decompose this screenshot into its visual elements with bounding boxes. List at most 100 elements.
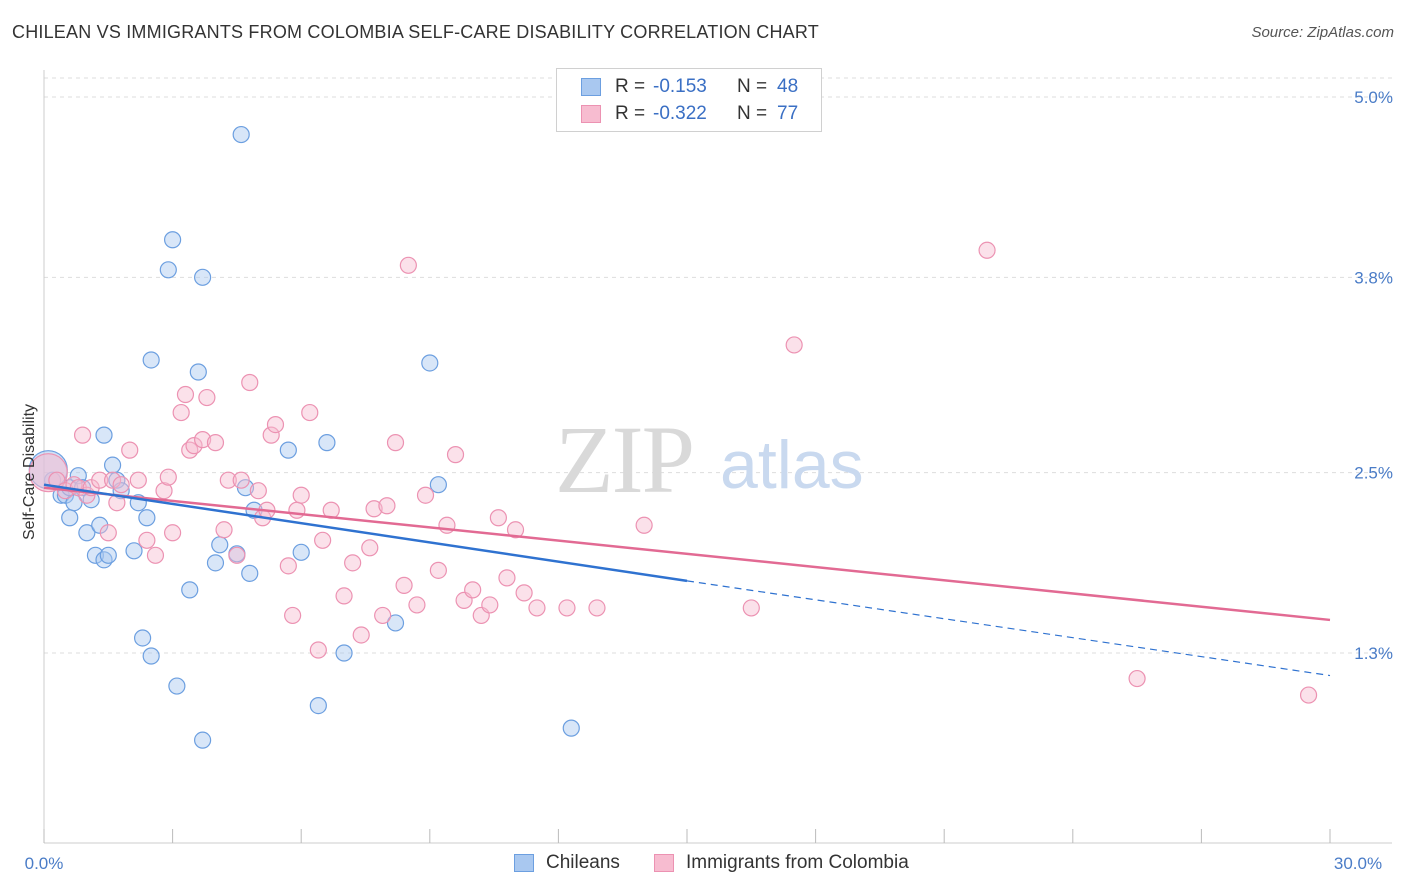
- point-colombia: [335, 587, 353, 605]
- legend-r-value: -0.153: [653, 76, 707, 97]
- point-chilean: [429, 476, 447, 494]
- point-chilean: [194, 731, 212, 749]
- point-colombia: [232, 471, 250, 489]
- point-colombia: [506, 521, 525, 539]
- point-chilean: [86, 546, 105, 564]
- point-colombia: [159, 468, 177, 486]
- y-tick-label: 1.3%: [1354, 644, 1393, 663]
- point-colombia: [498, 569, 516, 587]
- point-chilean: [335, 644, 353, 662]
- point-colombia: [241, 373, 259, 392]
- point-colombia: [228, 546, 246, 564]
- point-colombia: [176, 385, 195, 404]
- point-chilean: [232, 125, 250, 144]
- point-colombia: [1299, 686, 1318, 704]
- x-tick-label-min: 0.0%: [25, 854, 64, 873]
- trend-lines: [43, 483, 1331, 677]
- x-tick-label-max: 30.0%: [1334, 854, 1382, 873]
- legend-swatch-colombia: [581, 105, 601, 123]
- point-chilean: [103, 456, 122, 474]
- point-colombia: [1128, 669, 1146, 688]
- point-colombia: [588, 599, 606, 617]
- point-chilean: [318, 434, 336, 452]
- point-colombia: [266, 415, 285, 434]
- point-chilean: [78, 524, 96, 542]
- point-chilean: [292, 543, 310, 561]
- point-colombia: [91, 471, 109, 489]
- point-colombia: [28, 453, 68, 493]
- point-colombia: [172, 403, 190, 422]
- point-colombia: [399, 256, 417, 274]
- y-tick-label: 2.5%: [1354, 464, 1393, 483]
- point-chilean: [241, 564, 259, 582]
- point-chilean: [95, 426, 113, 444]
- point-chilean: [194, 268, 212, 286]
- point-colombia: [129, 471, 147, 489]
- point-colombia: [262, 426, 280, 444]
- point-colombia: [378, 497, 396, 515]
- point-colombia: [395, 576, 413, 594]
- watermark: ZIP atlas: [555, 406, 864, 513]
- point-colombia: [785, 336, 803, 354]
- point-colombia: [103, 471, 122, 489]
- point-chilean: [61, 509, 79, 527]
- point-colombia: [206, 434, 225, 452]
- trend-line-chileans: [43, 483, 688, 583]
- point-colombia: [284, 606, 302, 625]
- chart-title: CHILEAN VS IMMIGRANTS FROM COLOMBIA SELF…: [12, 22, 819, 42]
- point-colombia: [112, 476, 130, 494]
- point-colombia: [742, 599, 760, 617]
- point-colombia: [164, 524, 182, 542]
- legend-label-colombia: Immigrants from Colombia: [686, 852, 909, 873]
- point-chilean: [386, 614, 405, 632]
- point-colombia: [249, 482, 267, 500]
- point-chilean: [164, 231, 182, 249]
- point-colombia: [288, 501, 306, 519]
- legend-n-value: 48: [777, 76, 799, 97]
- point-chilean: [206, 554, 225, 572]
- point-chilean: [181, 581, 199, 599]
- y-tick-label: 5.0%: [1354, 88, 1393, 107]
- point-chilean: [142, 647, 160, 665]
- point-colombia: [978, 241, 996, 259]
- point-chilean: [159, 261, 177, 279]
- legend-n-label: N =: [737, 76, 768, 97]
- point-chilean: [562, 719, 580, 737]
- legend-r-value: -0.322: [653, 103, 707, 124]
- point-colombia: [155, 482, 173, 500]
- point-colombia: [489, 509, 507, 527]
- legend-row-colombia: R = -0.322 N = 77: [581, 102, 798, 126]
- legend-label-chileans: Chileans: [546, 852, 620, 873]
- point-chilean: [189, 363, 207, 381]
- point-colombia: [138, 531, 156, 549]
- source-label: Source: ZipAtlas.com: [1251, 24, 1394, 41]
- point-colombia: [464, 581, 482, 599]
- point-colombia: [344, 554, 362, 572]
- point-colombia: [279, 557, 297, 575]
- watermark-zip: ZIP: [555, 406, 693, 513]
- point-colombia: [194, 431, 212, 449]
- point-colombia: [365, 500, 383, 518]
- point-colombia: [292, 486, 310, 504]
- point-colombia: [73, 426, 92, 444]
- legend-item-chileans[interactable]: Chileans: [514, 852, 620, 874]
- point-colombia: [121, 441, 139, 459]
- point-colombia: [99, 524, 117, 542]
- point-colombia: [314, 531, 332, 549]
- point-colombia: [352, 626, 370, 644]
- legend-swatch-chileans: [514, 854, 534, 872]
- watermark-atlas: atlas: [720, 427, 864, 503]
- point-colombia: [374, 606, 392, 625]
- point-chilean: [421, 354, 439, 372]
- legend-item-colombia[interactable]: Immigrants from Colombia: [654, 852, 909, 874]
- point-colombia: [386, 434, 405, 452]
- point-colombia: [198, 388, 216, 407]
- point-chilean: [125, 542, 143, 560]
- y-tick-label: 3.8%: [1354, 268, 1393, 287]
- point-chilean: [279, 441, 297, 459]
- legend-swatch-chileans: [581, 78, 601, 96]
- point-colombia: [515, 584, 533, 602]
- point-chilean: [211, 536, 229, 554]
- point-chilean: [142, 351, 160, 369]
